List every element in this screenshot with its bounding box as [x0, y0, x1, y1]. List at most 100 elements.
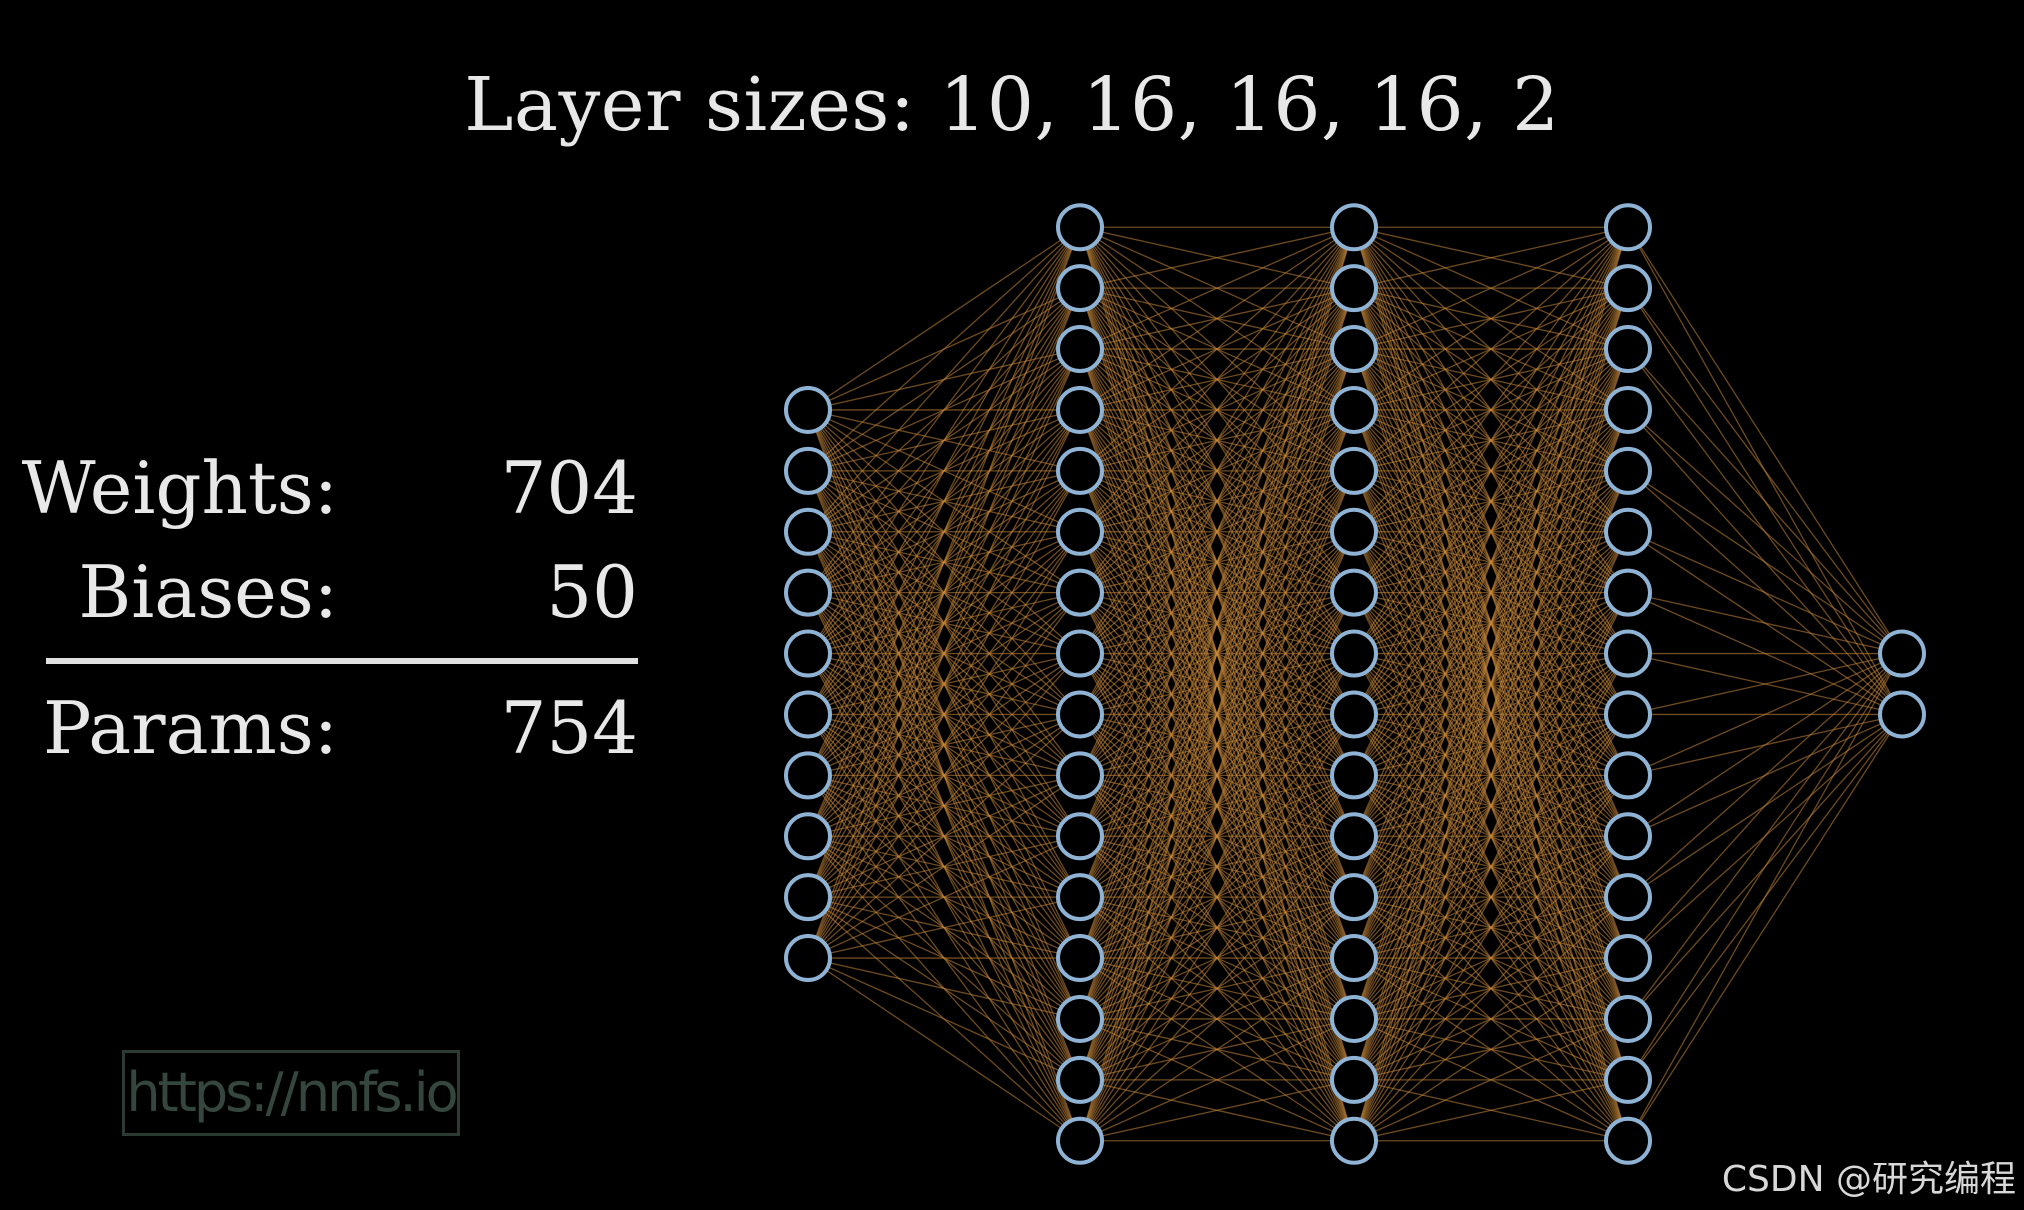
edge-l2-5-to-1	[1079, 226, 1355, 472]
edge-l3-16-to-10	[1353, 774, 1629, 1142]
edge-l3-15-to-1	[1353, 227, 1629, 1081]
neuron-layer3-node12	[1330, 873, 1378, 922]
edge-l2-16-to-14	[1079, 1018, 1355, 1142]
neuron-layer1-node9	[784, 873, 832, 922]
neuron-layer2-node9	[1056, 690, 1104, 739]
neuron-layer1-node10	[784, 934, 832, 983]
biases-label: Biases:	[78, 550, 338, 634]
edge-l3-8-to-1	[1353, 226, 1629, 654]
neuron-layer4-node15	[1604, 1055, 1652, 1104]
neuron-layer1-node2	[784, 446, 832, 495]
edge-l2-16-to-1	[1079, 227, 1355, 1141]
edge-l3-16-to-2	[1353, 287, 1629, 1141]
edge-l4-2-to-1	[1627, 287, 1903, 654]
edge-l1-1-to-1	[807, 226, 1081, 411]
neuron-layer1-node7	[784, 751, 832, 800]
neuron-layer3-node2	[1330, 264, 1378, 313]
neuron-layer1-node6	[784, 690, 832, 739]
neuron-layer2-node13	[1056, 934, 1104, 983]
neuron-layer5-node1	[1878, 629, 1926, 678]
edge-l2-3-to-1	[1079, 226, 1355, 350]
neuron-layer4-node8	[1604, 629, 1652, 678]
neuron-layer3-node6	[1330, 507, 1378, 556]
neuron-layer2-node7	[1056, 568, 1104, 617]
edge-l1-2-to-1	[807, 226, 1081, 472]
edge-l1-10-to-6	[807, 531, 1081, 959]
edge-l3-11-to-1	[1353, 226, 1629, 837]
weights-row: Weights: 704	[22, 440, 638, 544]
neuron-layer1-node5	[784, 629, 832, 678]
edge-l2-10-to-1	[1079, 226, 1355, 776]
neuron-layer4-node13	[1604, 934, 1652, 983]
neuron-layer2-node3	[1056, 325, 1104, 374]
edge-l1-5-to-1	[807, 226, 1081, 654]
edge-l2-16-to-4	[1079, 409, 1355, 1141]
edge-l4-7-to-1	[1627, 592, 1903, 655]
edge-l2-16-to-15	[1079, 1079, 1355, 1142]
edge-l3-16-to-9	[1353, 714, 1629, 1142]
edge-l2-16-to-10	[1079, 774, 1355, 1142]
neuron-layer2-node12	[1056, 873, 1104, 922]
neuron-layer4-node2	[1604, 264, 1652, 313]
edge-l4-15-to-1	[1627, 653, 1903, 1081]
edge-l2-16-to-6	[1079, 531, 1355, 1142]
params-label: Params:	[43, 686, 338, 770]
neuron-layer3-node15	[1330, 1055, 1378, 1104]
neuron-layer1-node8	[784, 812, 832, 861]
edge-l2-9-to-1	[1079, 226, 1355, 715]
connection-edges	[807, 226, 1903, 1142]
neuron-layer4-node9	[1604, 690, 1652, 739]
neuron-layer2-node1	[1056, 203, 1104, 252]
layer-sizes-title: Layer sizes: 10, 16, 16, 16, 2	[464, 62, 1560, 148]
sum-divider	[46, 658, 638, 664]
edge-l1-10-to-9	[807, 713, 1081, 959]
edge-l1-10-to-14	[807, 957, 1081, 1020]
edge-l3-14-to-1	[1353, 227, 1629, 1020]
neuron-layer2-node2	[1056, 264, 1104, 313]
neuron-layer3-node13	[1330, 934, 1378, 983]
edge-l3-4-to-1	[1353, 226, 1629, 411]
csdn-credit: CSDN @研究编程	[1721, 1159, 2016, 1200]
neuron-layer4-node10	[1604, 751, 1652, 800]
neuron-layer1-node4	[784, 568, 832, 617]
edge-l2-16-to-11	[1079, 835, 1355, 1142]
edge-l3-6-to-1	[1353, 226, 1629, 533]
neuron-layer4-node12	[1604, 873, 1652, 922]
params-value: 754	[500, 686, 638, 770]
edge-l3-3-to-1	[1353, 226, 1629, 350]
edge-l4-9-to-1	[1627, 652, 1903, 716]
edge-l1-10-to-7	[807, 592, 1081, 959]
biases-row: Biases: 50	[46, 544, 638, 648]
neuron-layer4-node1	[1604, 203, 1652, 252]
edge-l3-16-to-1	[1353, 227, 1629, 1141]
neuron-layer2-node8	[1056, 629, 1104, 678]
neuron-layer4-node7	[1604, 568, 1652, 617]
edge-l1-10-to-11	[807, 835, 1081, 959]
neuron-layer1-node3	[784, 507, 832, 556]
edge-l3-5-to-1	[1353, 226, 1629, 472]
edge-l1-10-to-15	[807, 957, 1081, 1081]
edge-l3-12-to-1	[1353, 227, 1629, 898]
edge-l2-16-to-5	[1079, 470, 1355, 1141]
edge-l2-6-to-1	[1079, 226, 1355, 533]
edge-l1-10-to-3	[807, 348, 1081, 959]
edge-l3-16-to-3	[1353, 348, 1629, 1141]
edge-l2-13-to-1	[1079, 227, 1355, 959]
edge-l4-5-to-1	[1627, 470, 1903, 655]
neuron-layer2-node14	[1056, 994, 1104, 1043]
neuron-layer3-node16	[1330, 1116, 1378, 1165]
neuron-layer3-node9	[1330, 690, 1378, 739]
edge-l2-16-to-8	[1079, 653, 1355, 1142]
edge-l4-1-to-1	[1627, 226, 1903, 654]
neuron-nodes	[784, 203, 1926, 1165]
neuron-layer2-node10	[1056, 751, 1104, 800]
neuron-layer3-node11	[1330, 812, 1378, 861]
edge-l1-10-to-2	[807, 287, 1081, 959]
edge-l1-9-to-1	[807, 227, 1081, 898]
edge-l2-15-to-1	[1079, 227, 1355, 1081]
neuron-layer3-node3	[1330, 325, 1378, 374]
edge-l1-4-to-1	[807, 226, 1081, 594]
neuron-layer2-node11	[1056, 812, 1104, 861]
edge-l2-16-to-12	[1079, 896, 1355, 1142]
